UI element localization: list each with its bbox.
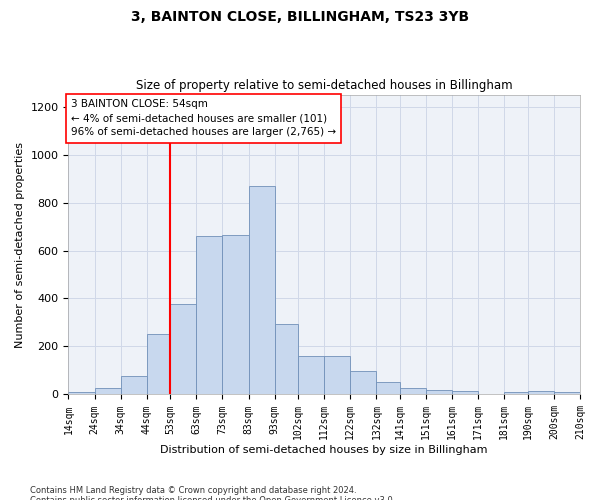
Bar	[376, 382, 400, 394]
Bar	[324, 356, 350, 395]
Bar	[452, 391, 478, 394]
Bar	[121, 376, 147, 394]
Bar	[400, 388, 426, 394]
Bar	[147, 334, 170, 394]
Bar	[170, 304, 196, 394]
Bar	[275, 324, 298, 394]
X-axis label: Distribution of semi-detached houses by size in Billingham: Distribution of semi-detached houses by …	[160, 445, 488, 455]
Y-axis label: Number of semi-detached properties: Number of semi-detached properties	[15, 142, 25, 348]
Bar	[298, 356, 324, 395]
Title: Size of property relative to semi-detached houses in Billingham: Size of property relative to semi-detach…	[136, 79, 512, 92]
Bar	[68, 392, 95, 394]
Bar	[528, 391, 554, 394]
Bar	[223, 235, 248, 394]
Bar	[196, 236, 223, 394]
Bar	[350, 371, 376, 394]
Bar	[505, 392, 528, 394]
Text: 3, BAINTON CLOSE, BILLINGHAM, TS23 3YB: 3, BAINTON CLOSE, BILLINGHAM, TS23 3YB	[131, 10, 469, 24]
Text: Contains public sector information licensed under the Open Government Licence v3: Contains public sector information licen…	[30, 496, 395, 500]
Bar	[554, 392, 580, 394]
Text: 3 BAINTON CLOSE: 54sqm
← 4% of semi-detached houses are smaller (101)
96% of sem: 3 BAINTON CLOSE: 54sqm ← 4% of semi-deta…	[71, 100, 336, 138]
Bar	[95, 388, 121, 394]
Bar	[426, 390, 452, 394]
Text: Contains HM Land Registry data © Crown copyright and database right 2024.: Contains HM Land Registry data © Crown c…	[30, 486, 356, 495]
Bar	[248, 186, 275, 394]
